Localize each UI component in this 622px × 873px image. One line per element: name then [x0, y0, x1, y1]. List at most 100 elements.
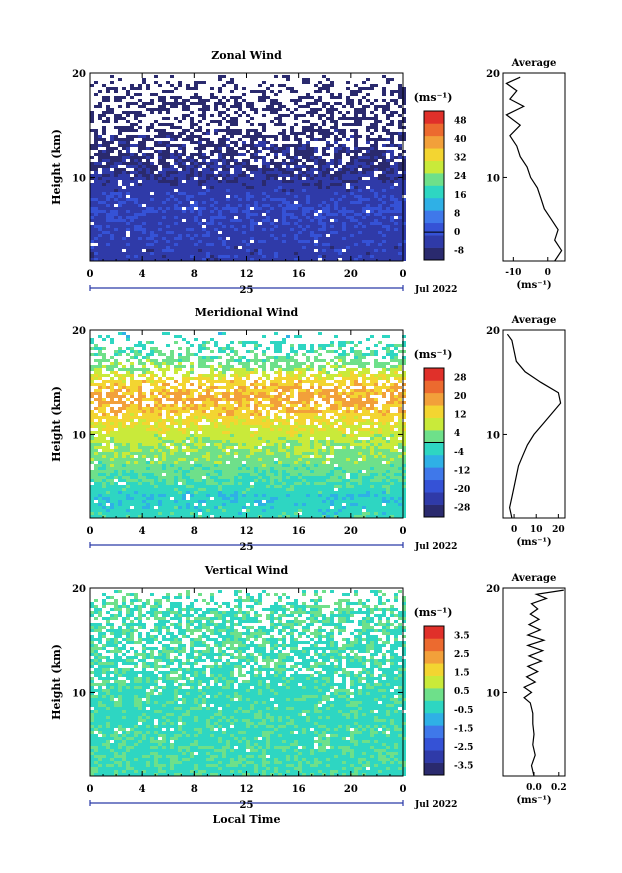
heatmap-cell — [390, 180, 394, 183]
heatmap-cell — [274, 216, 278, 219]
heatmap-cell — [174, 228, 178, 231]
heatmap-cell — [130, 500, 134, 503]
heatmap-cell — [258, 509, 262, 512]
heatmap-cell — [382, 144, 386, 147]
heatmap-cell — [338, 234, 342, 237]
heatmap-cell — [314, 509, 318, 512]
heatmap-cell — [350, 225, 354, 228]
heatmap-cell — [174, 126, 178, 129]
heatmap-cell — [338, 168, 342, 171]
heatmap-cell — [254, 258, 258, 261]
heatmap-cell — [226, 126, 230, 129]
heatmap-cell — [174, 491, 178, 494]
heatmap-cell — [350, 219, 354, 222]
heatmap-cell — [358, 111, 362, 114]
heatmap-cell — [138, 159, 142, 162]
heatmap-cell — [378, 234, 382, 237]
heatmap-cell — [214, 213, 218, 216]
heatmap-cell — [98, 240, 102, 243]
heatmap-cell — [258, 467, 262, 470]
heatmap-cell — [238, 132, 242, 135]
heatmap-cell — [194, 467, 198, 470]
heatmap-cell — [178, 84, 182, 87]
heatmap-cell — [306, 105, 310, 108]
heatmap-cell — [386, 494, 390, 497]
heatmap-cell — [110, 198, 114, 201]
heatmap-cell — [210, 225, 214, 228]
heatmap-cell — [182, 192, 186, 195]
heatmap-cell — [138, 174, 142, 177]
heatmap-cell — [142, 234, 146, 237]
heatmap-cell — [386, 171, 390, 174]
heatmap-cell — [246, 258, 250, 261]
heatmap-cell — [210, 201, 214, 204]
heatmap-cell — [114, 234, 118, 237]
heatmap-cell — [370, 171, 374, 174]
heatmap-cell — [366, 99, 370, 102]
heatmap-cell — [234, 240, 238, 243]
heatmap-cell — [318, 479, 322, 482]
heatmap-cell — [222, 195, 226, 198]
heatmap-cell — [210, 503, 214, 506]
heatmap-cell — [286, 168, 290, 171]
heatmap-cell — [114, 506, 118, 509]
heatmap-cell — [106, 186, 110, 189]
heatmap-cell — [334, 240, 338, 243]
heatmap-cell — [98, 213, 102, 216]
heatmap-cell — [262, 249, 266, 252]
heatmap-cell — [130, 470, 134, 473]
heatmap-cell — [386, 108, 390, 111]
heatmap-cell — [306, 509, 310, 512]
heatmap-cell — [326, 222, 330, 225]
heatmap-cell — [398, 195, 402, 198]
heatmap-cell — [138, 207, 142, 210]
heatmap-cell — [218, 207, 222, 210]
heatmap-cell — [98, 105, 102, 108]
heatmap-cell — [286, 473, 290, 476]
heatmap-cell — [358, 210, 362, 213]
heatmap-cell — [350, 204, 354, 207]
heatmap-cell — [374, 252, 378, 255]
heatmap-cell — [370, 473, 374, 476]
heatmap-cell — [130, 512, 134, 515]
heatmap-cell — [202, 213, 206, 216]
heatmap-cell — [302, 153, 306, 156]
heatmap-cell — [222, 494, 226, 497]
heatmap-cell — [262, 210, 266, 213]
heatmap-cell — [158, 470, 162, 473]
heatmap-cell — [178, 156, 182, 159]
heatmap-cell — [238, 195, 242, 198]
heatmap-cell — [346, 138, 350, 141]
heatmap-cell — [286, 482, 290, 485]
heatmap-cell — [258, 500, 262, 503]
heatmap-cell — [282, 488, 286, 491]
heatmap-cell — [370, 240, 374, 243]
heatmap-cell — [154, 515, 158, 518]
heatmap-cell — [102, 255, 106, 258]
heatmap-cell — [198, 114, 202, 117]
heatmap-cell — [98, 258, 102, 261]
heatmap-cell — [278, 258, 282, 261]
heatmap-cell — [242, 99, 246, 102]
heatmap-cell — [274, 111, 278, 114]
heatmap-cell — [350, 488, 354, 491]
heatmap-cell — [242, 201, 246, 204]
heatmap-cell — [110, 473, 114, 476]
heatmap-cell — [162, 180, 166, 183]
heatmap-cell — [210, 231, 214, 234]
heatmap-cell — [314, 246, 318, 249]
heatmap-cell — [206, 198, 210, 201]
heatmap-cell — [242, 255, 246, 258]
heatmap-cell — [250, 491, 254, 494]
heatmap-cell — [322, 476, 326, 479]
heatmap-cell — [266, 180, 270, 183]
heatmap-cell — [398, 138, 402, 141]
heatmap-cell — [350, 503, 354, 506]
heatmap-cell — [290, 204, 294, 207]
heatmap-cell — [138, 512, 142, 515]
heatmap-cell — [370, 243, 374, 246]
heatmap-cell — [130, 237, 134, 240]
heatmap-cell — [182, 503, 186, 506]
heatmap-cell — [398, 497, 402, 500]
heatmap-cell — [214, 225, 218, 228]
